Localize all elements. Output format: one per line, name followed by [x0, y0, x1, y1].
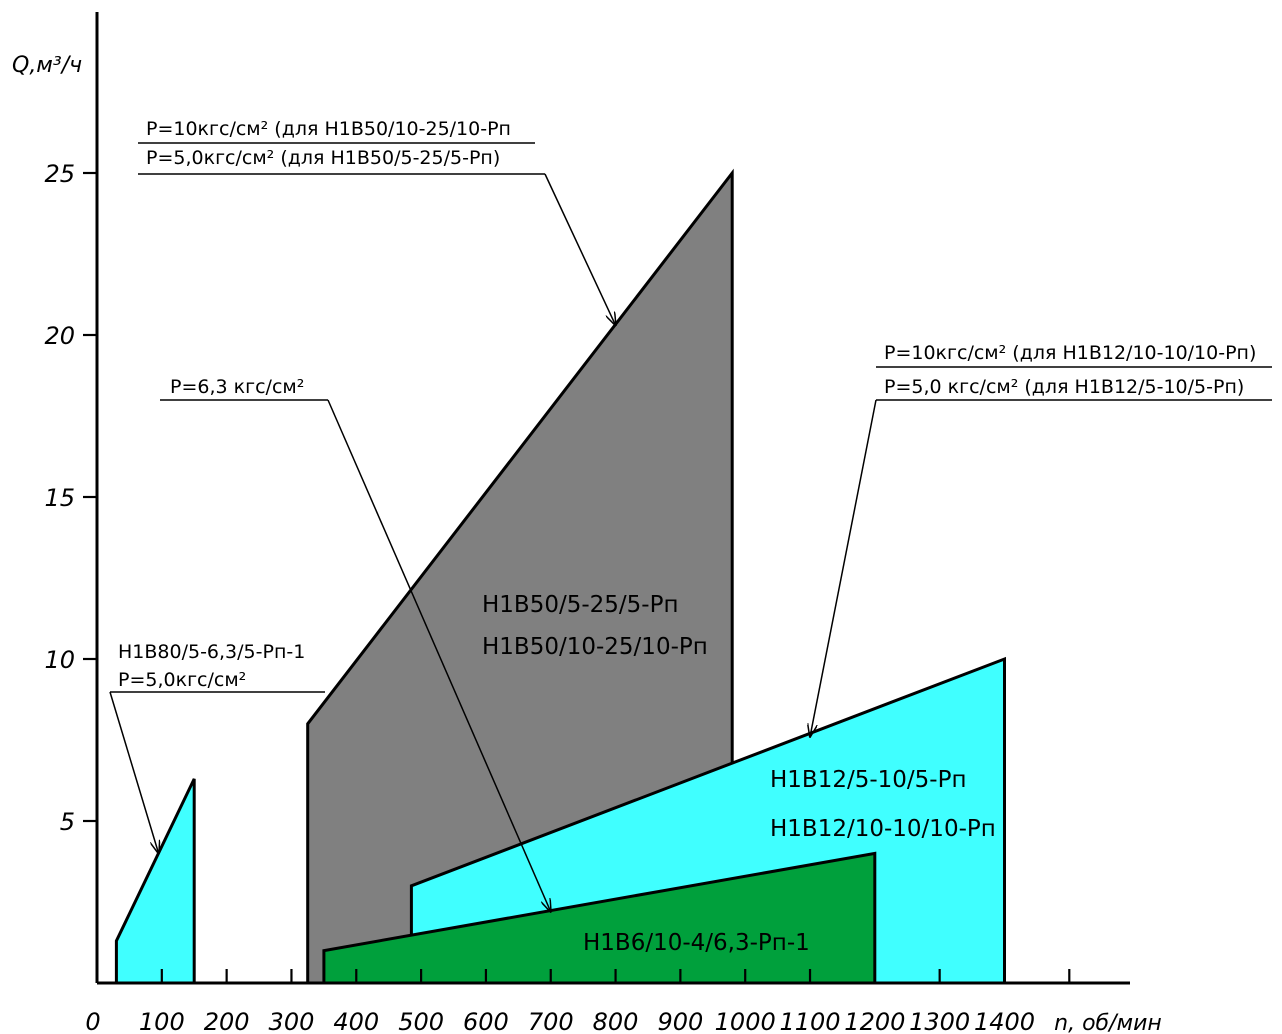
annotation-leader — [810, 399, 877, 737]
x-tick-label: 100 — [139, 1008, 185, 1034]
annotation-leader — [327, 399, 551, 912]
annotation-leader — [544, 173, 616, 325]
x-tick-label: 300 — [269, 1008, 315, 1034]
y-axis-label: Q,м³/ч — [12, 53, 82, 78]
x-tick-label: 400 — [333, 1008, 379, 1034]
annotations: Р=10кгс/см² (для Н1В50/10-25/10-Рп Р=5,0к… — [109, 118, 1272, 912]
region-label: Н1В50/5-25/5-Рп — [482, 592, 679, 618]
x-tick-label: 1400 — [974, 1008, 1035, 1034]
x-tick-label: 500 — [398, 1008, 444, 1034]
y-tick-label: 25 — [44, 160, 75, 188]
y-tick-label: 5 — [60, 808, 75, 836]
y-tick-label: 10 — [44, 646, 75, 674]
annotation-text: Р=10кгс/см² (для Н1В12/10-10/10-Рп) — [884, 342, 1256, 364]
annotation-text: Н1В80/5-6,3/5-Рп-1 — [118, 641, 305, 663]
x-tick-label: 1000 — [715, 1008, 776, 1034]
region-label: Н1В12/5-10/5-Рп — [770, 767, 967, 793]
y-tick-label: 15 — [44, 484, 75, 512]
region-label: Н1В6/10-4/6,3-Рп-1 — [583, 930, 810, 956]
axes: 0 100 200 300 400 500 600 700 800 900 1000 1100 1200… — [12, 12, 1162, 1034]
x-tick-label: 800 — [593, 1008, 639, 1034]
x-tick-label: 0 — [85, 1008, 100, 1034]
annotation-leader — [109, 691, 159, 853]
y-tick-label: 20 — [44, 322, 75, 350]
region-label: Н1В50/10-25/10-Рп — [482, 634, 708, 660]
regions — [114, 168, 1006, 985]
x-tick-label: 700 — [528, 1008, 574, 1034]
x-tick-label: 600 — [463, 1008, 509, 1034]
annotation-text: Р=10кгс/см² (для Н1В50/10-25/10-Рп — [146, 118, 511, 140]
region-1 — [114, 778, 196, 985]
x-tick-label: 1300 — [909, 1008, 970, 1034]
region-label: Н1В12/10-10/10-Рп — [770, 816, 996, 842]
x-axis-label: n, об/мин — [1054, 1011, 1162, 1034]
annotation-text: Р=5,0кгс/см² (для Н1В50/5-25/5-Рп) — [146, 147, 500, 169]
x-tick-label: 200 — [204, 1008, 250, 1034]
region-labels: Н1В50/5-25/5-Рп Н1В50/10-25/10-Рп Н1В12/5-… — [482, 592, 996, 956]
x-tick-label: 1100 — [779, 1008, 840, 1034]
annotation-text: Р=5,0 кгс/см² (для Н1В12/5-10/5-Рп) — [884, 376, 1244, 398]
annotation-text: Р=5,0кгс/см² — [118, 669, 246, 691]
annotation-text: Р=6,3 кгс/см² — [170, 376, 304, 398]
x-tick-label: 1200 — [844, 1008, 905, 1034]
x-tick-label: 900 — [657, 1008, 703, 1034]
